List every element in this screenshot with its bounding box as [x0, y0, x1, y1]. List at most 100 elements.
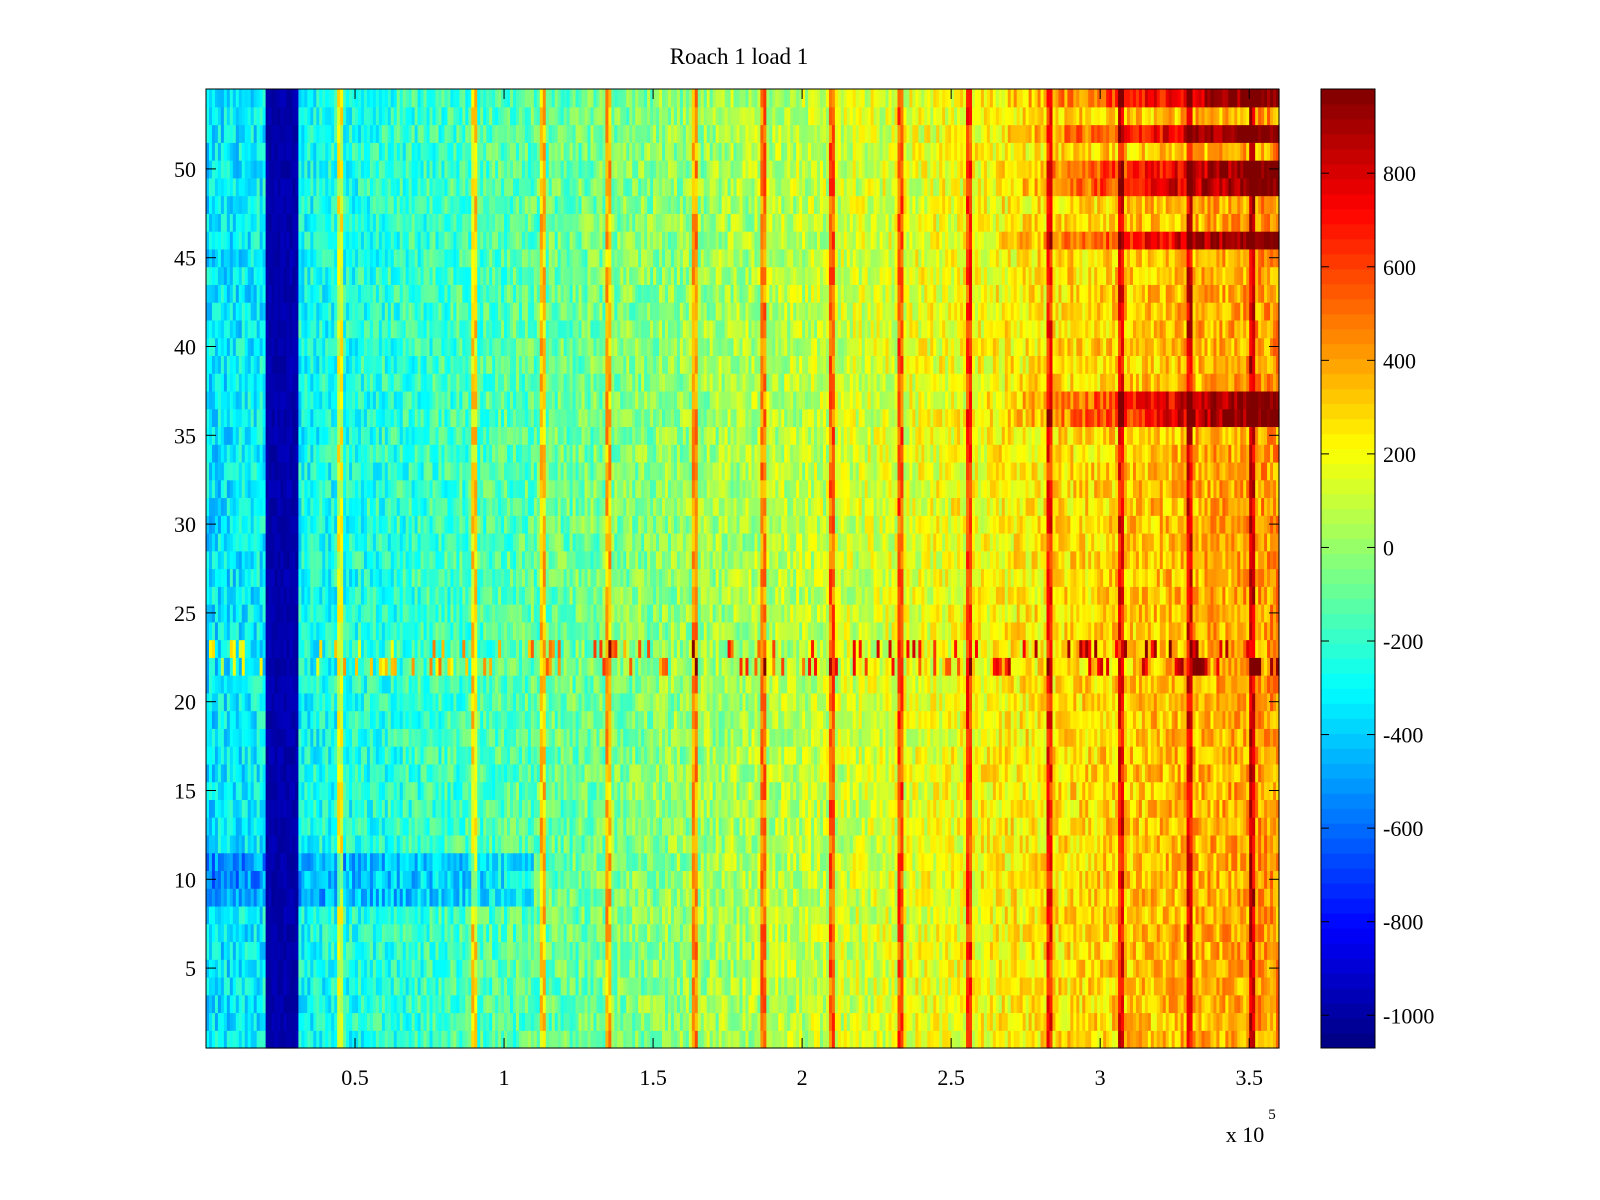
heatmap-cell: [825, 976, 830, 996]
heatmap-cell: [963, 959, 967, 978]
heatmap-cell: [1115, 1030, 1119, 1049]
heatmap-cell: [858, 905, 863, 925]
heatmap-cell: [1144, 994, 1149, 1014]
heatmap-cell: [840, 941, 845, 960]
heatmap-cell: [486, 976, 490, 996]
heatmap-cell: [1162, 941, 1167, 960]
heatmap-cell: [897, 941, 902, 960]
heatmap-cell: [611, 941, 615, 960]
heatmap-cell: [831, 1012, 836, 1031]
heatmap-cell: [340, 994, 344, 1014]
heatmap-cell: [420, 923, 425, 943]
heatmap-cell: [727, 1030, 732, 1049]
heatmap-cell: [1085, 959, 1089, 978]
heatmap-cell: [849, 905, 854, 925]
heatmap-cell: [1180, 959, 1185, 978]
heatmap-cell: [808, 905, 812, 925]
heatmap-cell: [1019, 1030, 1024, 1049]
heatmap-cell: [405, 994, 410, 1014]
heatmap-cell: [1159, 923, 1164, 943]
heatmap-cell: [1147, 959, 1152, 978]
heatmap-cell: [441, 923, 446, 943]
heatmap-cell: [1147, 941, 1152, 960]
heatmap-cell: [518, 976, 523, 996]
heatmap-cell: [253, 994, 258, 1014]
heatmap-cell: [1132, 976, 1137, 996]
heatmap-cell: [1195, 994, 1200, 1014]
heatmap-cell: [1252, 994, 1256, 1014]
heatmap-cell: [754, 976, 758, 996]
heatmap-cell: [363, 1012, 368, 1031]
heatmap-cell: [256, 959, 261, 978]
heatmap-cell: [733, 959, 738, 978]
heatmap-cell: [462, 959, 466, 978]
heatmap-cell: [623, 941, 627, 960]
heatmap-cell: [444, 905, 449, 925]
heatmap-cell: [724, 994, 729, 1014]
heatmap-cell: [819, 923, 824, 943]
heatmap-cell: [1219, 1012, 1223, 1031]
heatmap-cell: [235, 905, 240, 925]
heatmap-cell: [617, 976, 621, 996]
heatmap-cell: [706, 905, 711, 925]
heatmap-cell: [274, 994, 279, 1014]
heatmap-cell: [435, 923, 440, 943]
heatmap-cell: [942, 1030, 946, 1049]
heatmap-cell: [399, 976, 404, 996]
heatmap-cell: [1010, 923, 1015, 943]
heatmap-cell: [1153, 923, 1158, 943]
heatmap-cell: [238, 976, 243, 996]
heatmap-cell: [682, 976, 687, 996]
heatmap-cell: [402, 1030, 407, 1049]
heatmap-cell: [569, 976, 574, 996]
heatmap-cell: [1037, 941, 1042, 960]
heatmap-cell: [396, 905, 401, 925]
heatmap-cell: [659, 1012, 663, 1031]
heatmap-cell: [688, 941, 693, 960]
heatmap-cell: [277, 1030, 282, 1049]
heatmap-cell: [1207, 976, 1212, 996]
heatmap-cell: [790, 1012, 794, 1031]
heatmap-cell: [876, 923, 881, 943]
heatmap-cell: [244, 1012, 249, 1031]
heatmap-cell: [1121, 941, 1125, 960]
heatmap-cell: [346, 994, 350, 1014]
heatmap-cell: [837, 959, 842, 978]
heatmap-cell: [283, 994, 288, 1014]
heatmap-cell: [966, 994, 970, 1014]
heatmap-cell: [1153, 1030, 1158, 1049]
heatmap-cell: [790, 1030, 794, 1049]
heatmap-cell: [694, 941, 699, 960]
heatmap-cell: [211, 976, 216, 996]
heatmap-cell: [1070, 994, 1074, 1014]
heatmap-cell: [662, 976, 666, 996]
heatmap-cell: [974, 1030, 979, 1049]
heatmap-cell: [957, 941, 961, 960]
heatmap-cell: [325, 941, 329, 960]
heatmap-cell: [855, 941, 860, 960]
heatmap-cell: [435, 941, 440, 960]
heatmap-cell: [638, 959, 642, 978]
heatmap-cell: [775, 905, 779, 925]
heatmap-cell: [900, 976, 905, 996]
heatmap-cell: [1261, 941, 1265, 960]
heatmap-cell: [918, 1012, 922, 1031]
heatmap-cell: [1273, 976, 1277, 996]
heatmap-cell: [590, 994, 595, 1014]
heatmap-cell: [593, 1030, 598, 1049]
heatmap-cell: [1222, 923, 1226, 943]
heatmap-cell: [998, 905, 1003, 925]
heatmap-cell: [307, 923, 311, 943]
heatmap-cell: [405, 1030, 410, 1049]
heatmap-cell: [638, 994, 642, 1014]
heatmap-cell: [703, 976, 708, 996]
heatmap-cell: [650, 941, 654, 960]
heatmap-cell: [927, 923, 931, 943]
heatmap-cell: [760, 1030, 764, 1049]
heatmap-cell: [1201, 941, 1206, 960]
heatmap-cell: [1085, 976, 1089, 996]
heatmap-cell: [793, 905, 797, 925]
heatmap-cell: [322, 905, 326, 925]
heatmap-cell: [1007, 923, 1012, 943]
heatmap-cell: [208, 1030, 213, 1049]
